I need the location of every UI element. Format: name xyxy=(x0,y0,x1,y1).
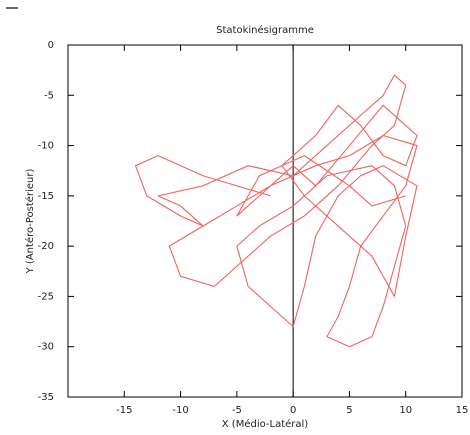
x-tick-label: -5 xyxy=(232,405,242,416)
x-tick-label: 5 xyxy=(346,405,352,416)
y-tick-label: 0 xyxy=(48,40,54,51)
y-tick-label: -35 xyxy=(38,392,54,403)
data-line xyxy=(134,74,418,348)
x-tick-label: 15 xyxy=(456,405,469,416)
plot-frame xyxy=(67,44,463,398)
y-tick-label: -25 xyxy=(38,291,54,302)
x-tick-label: 10 xyxy=(399,405,412,416)
chart-title: Statokinésigramme xyxy=(216,24,314,36)
x-tick-label: -15 xyxy=(116,405,132,416)
y-tick-label: -10 xyxy=(38,141,54,152)
x-tick-label: 0 xyxy=(290,405,296,416)
y-tick-label: -15 xyxy=(38,191,54,202)
y-axis-label: Y (Antéro-Postérieur) xyxy=(24,169,36,275)
y-tick-label: -30 xyxy=(38,342,54,353)
y-tick-label: -5 xyxy=(44,90,54,101)
x-axis-label: X (Médio-Latéral) xyxy=(222,418,309,430)
x-tick-label: -10 xyxy=(172,405,188,416)
y-tick-label: -20 xyxy=(38,241,54,252)
